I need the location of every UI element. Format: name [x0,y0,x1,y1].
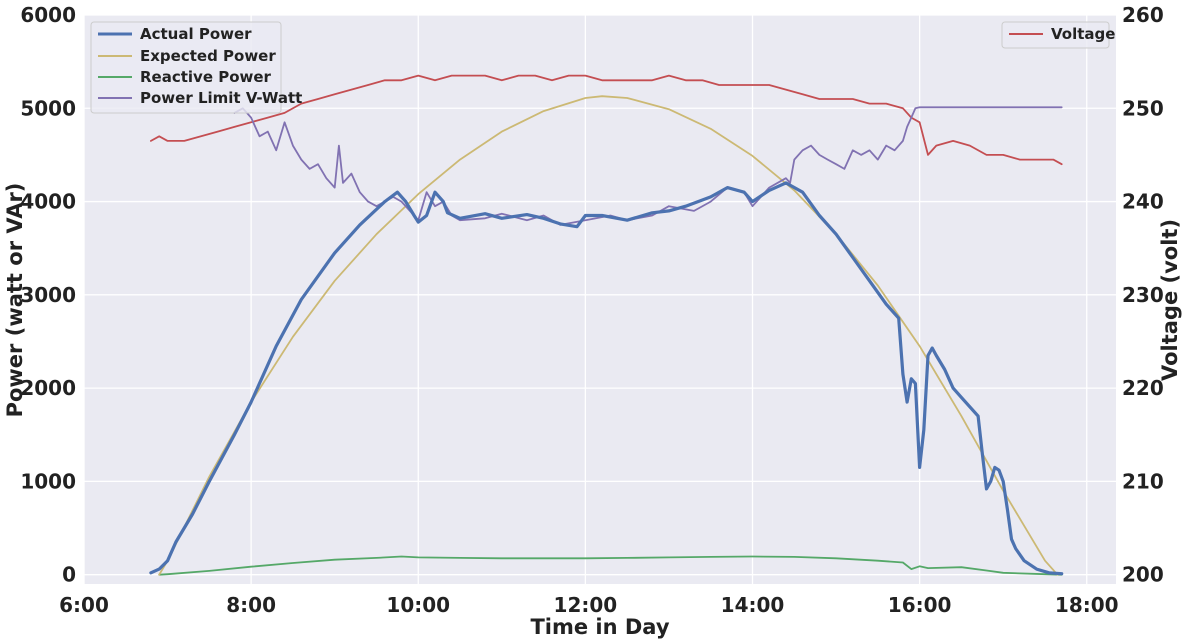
legend-label-expected-power: Expected Power [140,47,276,65]
legend-left-box [90,21,282,114]
y-tick-label: 2000 [20,376,76,400]
legend-label-voltage: Voltage [1051,25,1115,43]
x-tick-label: 6:00 [59,593,109,617]
legend-label-actual-power: Actual Power [140,25,252,43]
legend-right-box [1001,21,1110,49]
series-line-expected-power [158,95,1059,576]
y-tick-label: 0 [62,563,76,587]
x-tick-label: 14:00 [721,593,785,617]
y-tick-label: 5000 [20,96,76,120]
series-line-actual-power [149,181,1064,576]
y-tick-label: 1000 [20,469,76,493]
y2-tick-label: 250 [1122,96,1164,120]
x-tick-label: 12:00 [554,593,618,617]
y2-tick-label: 220 [1122,376,1164,400]
x-tick-label: 18:00 [1055,593,1119,617]
y2-tick-label: 200 [1122,563,1164,587]
y2-tick-label: 210 [1122,469,1164,493]
legend-label-reactive-power: Reactive Power [140,68,272,86]
x-tick-label: 16:00 [888,593,952,617]
y2-tick-label: 230 [1122,283,1164,307]
series-line-power-limit-v-watt [233,106,1063,226]
y-tick-label: 3000 [20,283,76,307]
y-tick-label: 4000 [20,190,76,214]
x-tick-label: 10:00 [386,593,450,617]
y-tick-label: 6000 [20,3,76,27]
y2-axis-label: Voltage (volt) [1158,219,1182,381]
legend-right: Voltage [1001,21,1115,49]
y2-tick-label: 240 [1122,190,1164,214]
y2-tick-label: 260 [1122,3,1164,27]
legend-label-power-limit: Power Limit V-Watt [140,89,302,107]
series-line-reactive-power [158,555,1063,576]
legend-left: Actual Power Expected Power Reactive Pow… [90,21,302,114]
ticks: 6:00 8:00 10:00 12:00 14:00 16:00 18:00 0 1000 20… [20,3,1163,617]
x-axis-label: Time in Day [530,615,669,639]
series-group [149,74,1064,576]
x-tick-label: 8:00 [226,593,276,617]
y-axis-label: Power (watt or VAr) [3,183,27,418]
series-line-voltage [149,74,1063,166]
